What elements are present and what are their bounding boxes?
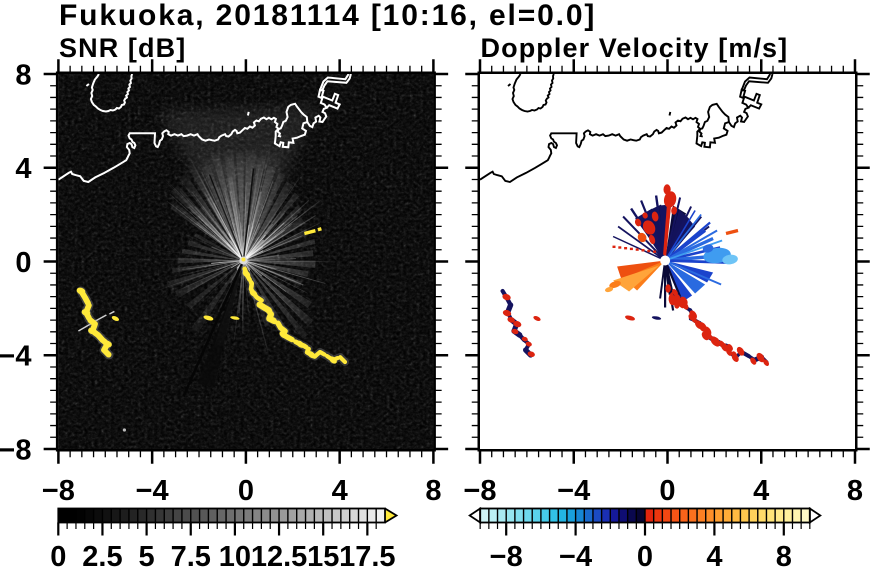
- svg-text:8: 8: [15, 59, 31, 91]
- svg-text:10: 10: [219, 541, 251, 570]
- svg-text:8: 8: [425, 475, 441, 507]
- svg-text:17.5: 17.5: [339, 541, 395, 570]
- svg-text:8: 8: [847, 475, 863, 507]
- svg-text:0: 0: [637, 541, 653, 570]
- svg-text:−8: −8: [490, 541, 523, 570]
- svg-text:−8: −8: [0, 434, 32, 466]
- svg-text:−4: −4: [557, 475, 590, 507]
- svg-text:−4: −4: [136, 475, 169, 507]
- svg-text:4: 4: [706, 541, 722, 570]
- svg-text:Fukuoka, 20181114 [10:16, el=0: Fukuoka, 20181114 [10:16, el=0.0]: [59, 0, 596, 32]
- svg-text:SNR [dB]: SNR [dB]: [59, 33, 186, 63]
- svg-text:2.5: 2.5: [82, 541, 122, 570]
- svg-text:−4: −4: [0, 341, 32, 373]
- svg-text:Doppler Velocity [m/s]: Doppler Velocity [m/s]: [481, 33, 789, 63]
- svg-text:0: 0: [659, 475, 675, 507]
- svg-text:−8: −8: [463, 475, 496, 507]
- svg-text:0: 0: [15, 247, 31, 279]
- svg-text:−4: −4: [559, 541, 592, 570]
- svg-text:12.5: 12.5: [251, 541, 307, 570]
- svg-text:15: 15: [307, 541, 339, 570]
- svg-text:4: 4: [15, 153, 31, 185]
- svg-text:−8: −8: [42, 475, 75, 507]
- svg-text:7.5: 7.5: [171, 541, 211, 570]
- svg-text:0: 0: [238, 475, 254, 507]
- svg-text:4: 4: [332, 475, 348, 507]
- svg-text:8: 8: [776, 541, 792, 570]
- svg-text:4: 4: [753, 475, 769, 507]
- svg-text:5: 5: [139, 541, 155, 570]
- svg-text:0: 0: [50, 541, 66, 570]
